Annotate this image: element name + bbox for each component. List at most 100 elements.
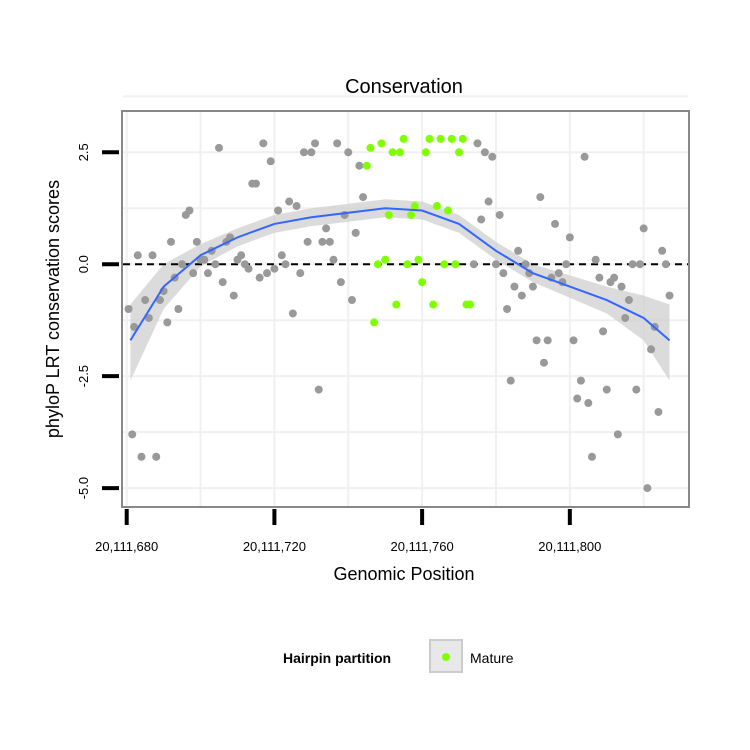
data-point	[152, 452, 161, 461]
data-point	[654, 407, 663, 416]
data-point-mature	[395, 148, 404, 157]
data-point	[602, 385, 611, 394]
data-point	[584, 399, 593, 408]
data-point	[632, 385, 641, 394]
data-point	[624, 296, 633, 305]
data-point-mature	[381, 255, 390, 264]
data-point	[543, 336, 552, 345]
data-point-mature	[392, 300, 401, 309]
data-point	[296, 269, 305, 278]
data-point	[318, 237, 327, 246]
data-point	[503, 305, 512, 313]
data-point-mature	[458, 134, 467, 143]
data-point	[628, 260, 637, 269]
data-point	[299, 148, 308, 157]
data-point-mature	[414, 255, 423, 264]
data-point	[532, 336, 541, 345]
data-point	[495, 210, 504, 219]
data-point	[237, 251, 246, 260]
data-point	[266, 157, 275, 166]
data-point-mature	[440, 260, 449, 269]
data-point	[517, 291, 526, 300]
y-axis: -5.0 -2.5 0.0 2.5	[76, 143, 119, 499]
data-point-mature	[421, 148, 430, 157]
data-point	[192, 237, 201, 246]
data-point	[643, 484, 652, 493]
data-point	[521, 260, 530, 269]
data-point	[329, 255, 338, 264]
data-point	[322, 224, 331, 233]
data-point	[211, 260, 220, 269]
data-point	[484, 197, 493, 206]
x-tick-label: 20,111,760	[391, 539, 454, 554]
x-axis-title: Genomic Position	[333, 564, 474, 584]
data-point	[244, 264, 253, 273]
data-point	[203, 269, 212, 278]
data-point-mature	[418, 278, 427, 287]
data-point	[285, 197, 294, 206]
data-point	[141, 296, 150, 305]
data-point	[488, 152, 497, 161]
data-point	[480, 148, 489, 157]
data-point	[347, 296, 356, 305]
data-point	[148, 251, 157, 260]
data-point	[200, 255, 209, 264]
data-point	[281, 260, 290, 269]
data-point	[661, 260, 670, 269]
data-point	[178, 260, 187, 269]
data-point-mature	[443, 206, 452, 215]
data-point	[613, 430, 622, 439]
data-point-mature	[425, 134, 434, 143]
legend-label-mature: Mature	[470, 650, 514, 666]
data-point-mature	[399, 134, 408, 143]
y-tick-label: 0.0	[76, 255, 91, 273]
data-point	[251, 179, 260, 188]
data-point	[469, 260, 478, 269]
data-point	[635, 260, 644, 269]
data-point	[569, 336, 578, 345]
data-point	[576, 376, 585, 385]
smooth-line-layer	[129, 207, 671, 342]
data-point	[163, 318, 172, 327]
data-point	[539, 358, 548, 367]
data-point	[499, 269, 508, 278]
legend-title: Hairpin partition	[283, 650, 391, 666]
legend: Hairpin partition Mature	[283, 639, 514, 673]
data-point	[599, 327, 608, 336]
data-point	[167, 237, 176, 246]
data-point	[587, 452, 596, 461]
data-point-mature	[447, 134, 456, 143]
x-axis: 20,111,680 20,111,720 20,111,760 20,111,800	[95, 509, 601, 554]
data-point	[288, 309, 297, 318]
data-point-mature	[388, 148, 397, 157]
data-point-mature	[451, 260, 460, 269]
data-point-mature	[429, 300, 438, 309]
data-point	[554, 269, 563, 278]
data-point	[562, 260, 571, 269]
data-point	[303, 237, 312, 246]
data-point	[215, 143, 224, 152]
data-point	[580, 152, 589, 161]
points-layer	[124, 134, 674, 493]
data-point	[155, 296, 164, 305]
data-point	[359, 193, 368, 202]
data-point	[617, 282, 626, 291]
data-point	[128, 430, 137, 439]
data-point	[130, 322, 139, 331]
y-tick-label: -5.0	[76, 477, 91, 499]
data-point-mature	[370, 318, 379, 327]
data-point	[259, 139, 268, 148]
data-point	[665, 291, 674, 300]
data-point-mature	[403, 260, 412, 269]
data-point-mature	[377, 139, 386, 148]
data-point-mature	[362, 161, 371, 170]
data-point-mature	[410, 202, 419, 211]
x-tick-label: 20,111,800	[538, 539, 601, 554]
data-point	[621, 313, 630, 322]
data-point-mature	[432, 202, 441, 211]
data-point	[639, 224, 648, 233]
y-axis-title: phyloP LRT conservation scores	[43, 180, 63, 438]
chart-title: Conservation	[345, 76, 463, 98]
y-tick-label: 2.5	[76, 143, 91, 161]
